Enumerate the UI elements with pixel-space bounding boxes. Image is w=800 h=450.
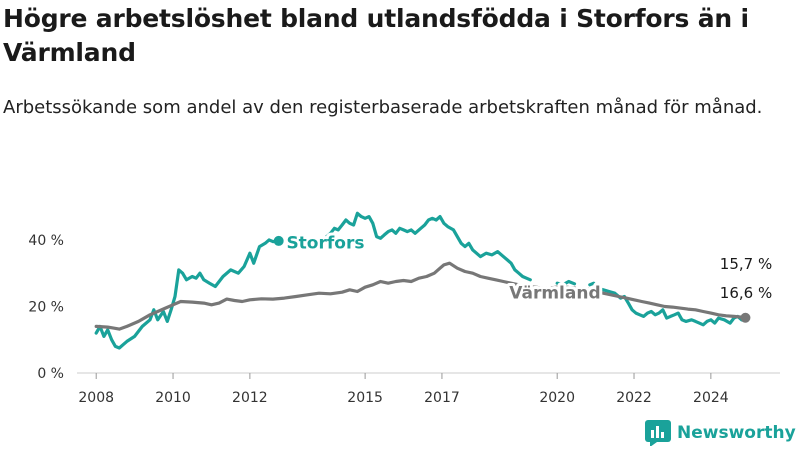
x-tick-label: 2012 — [232, 390, 268, 406]
series-label-storfors: Storfors — [286, 234, 364, 254]
x-tick-label: 2017 — [424, 390, 460, 406]
x-tick-label: 2022 — [616, 390, 652, 406]
series-line-vrmland — [94, 261, 747, 331]
brand-name: Newsworthy — [677, 423, 796, 443]
series-line-storfors — [555, 279, 577, 287]
x-tick-label: 2010 — [155, 390, 191, 406]
y-tick-label: 20 % — [28, 299, 64, 315]
series-line-storfors — [94, 238, 281, 350]
chart-subtitle: Arbetssökande som andel av den registerb… — [3, 97, 763, 118]
x-tick-label: 2015 — [347, 390, 383, 406]
series-end-label: 16,6 % — [720, 284, 772, 302]
series-line-storfors — [325, 211, 532, 282]
brand-logo: Newsworthy — [645, 419, 796, 447]
y-tick-label: 40 % — [28, 233, 64, 249]
series-label-vrmland: Värmland — [509, 283, 600, 303]
y-tick-label: 0 % — [37, 366, 64, 382]
x-tick-label: 2024 — [693, 390, 729, 406]
chart-title: Högre arbetslöshet bland utlandsfödda i … — [3, 4, 749, 67]
x-tick-label: 2008 — [78, 390, 114, 406]
series-end-dot — [273, 235, 284, 246]
x-tick-label: 2020 — [539, 390, 575, 406]
series-end-label: 15,7 % — [720, 255, 772, 273]
bar-chart-logo-icon — [645, 420, 671, 446]
series-end-dot — [740, 312, 751, 323]
